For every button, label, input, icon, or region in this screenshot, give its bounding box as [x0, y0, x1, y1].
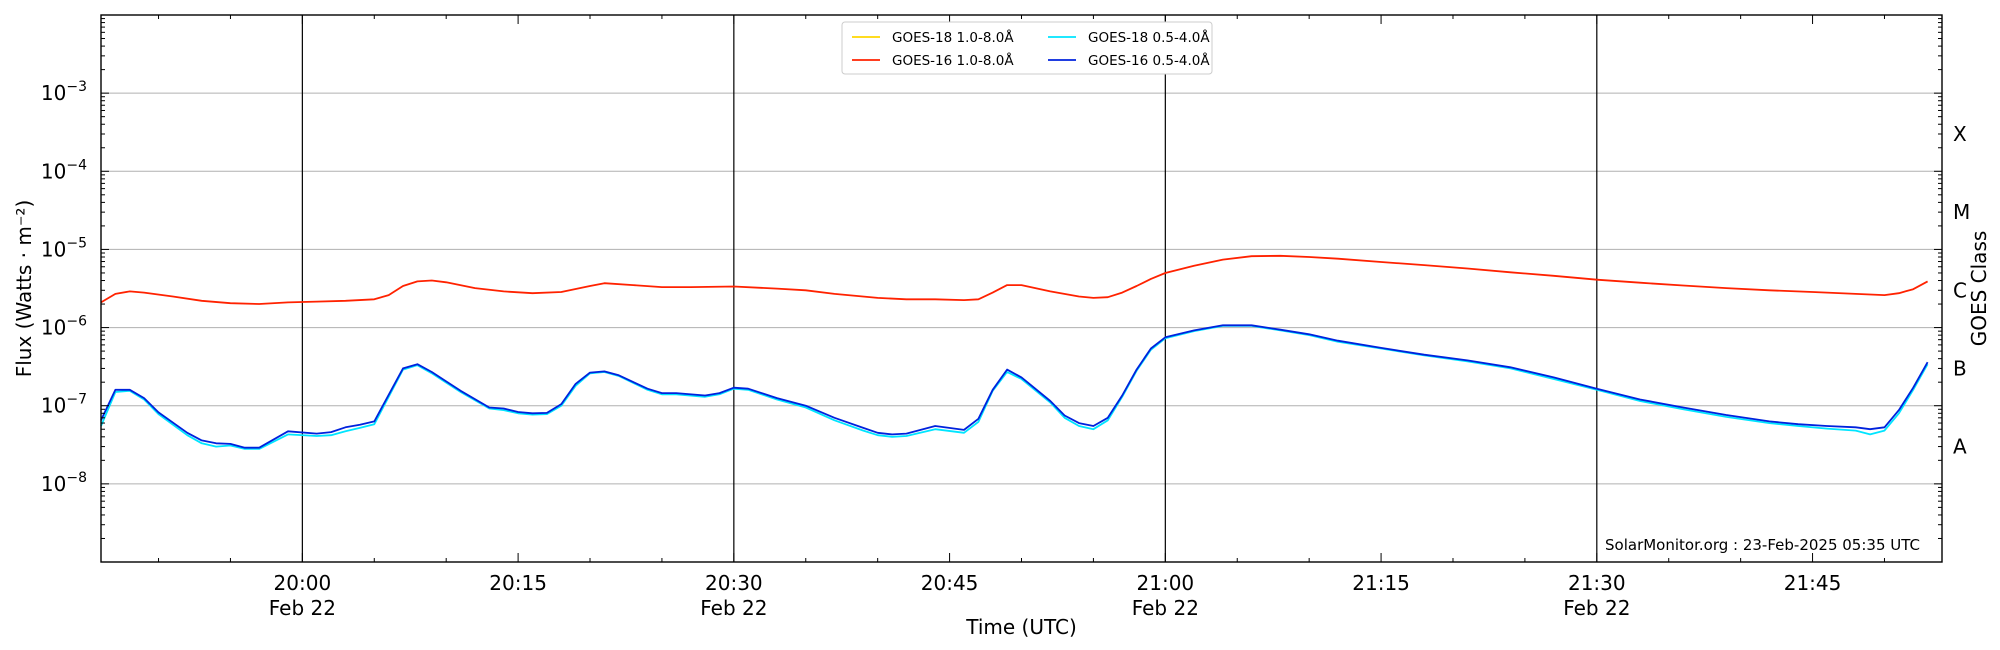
y-tick-label: 10−7 [41, 392, 87, 418]
legend: GOES-18 1.0-8.0Å GOES-18 0.5-4.0Å GOES-16 … [841, 21, 1213, 75]
x-tick-label: 21:45 [1784, 571, 1842, 595]
x-tick-label: 20:00 [274, 571, 332, 595]
y-tick-label: 10−4 [41, 157, 87, 183]
plot-frame [100, 14, 1943, 563]
series-layer [100, 254, 1929, 450]
vertical-lines-layer [301, 15, 1598, 562]
legend-entry-4: GOES-16 0.5-4.0Å [1088, 52, 1210, 69]
x-tick-date-label: Feb 22 [700, 596, 767, 620]
x-tick-date-label: Feb 22 [1132, 596, 1199, 620]
x-tick-date-label: Feb 22 [1563, 596, 1630, 620]
y-tick-label: 10−5 [41, 235, 87, 261]
goes-class-label: M [1953, 200, 1970, 224]
y-tick-label: 10−3 [41, 79, 87, 105]
legend-entry-3: GOES-18 0.5-4.0Å [1088, 29, 1210, 46]
y-tick-label: 10−6 [41, 314, 87, 340]
legend-entry-1: GOES-18 1.0-8.0Å [892, 29, 1014, 46]
credit-text: SolarMonitor.org : 23-Feb-2025 05:35 UTC [1605, 536, 1920, 554]
legend-entry-2: GOES-16 1.0-8.0Å [892, 52, 1014, 69]
x-tick-date-label: Feb 22 [269, 596, 336, 620]
series-line-4 [100, 324, 1929, 449]
series-line-2 [100, 254, 1929, 305]
y-tick-label: 10−8 [41, 470, 87, 496]
goes-class-label: A [1953, 435, 1967, 459]
x-axis-title: Time (UTC) [965, 615, 1077, 639]
x-tick-label: 21:00 [1137, 571, 1195, 595]
goes-class-label: B [1953, 356, 1967, 380]
grid-layer [101, 92, 1942, 485]
goes-class-label: C [1953, 278, 1967, 302]
x-tick-label: 20:15 [489, 571, 547, 595]
x-tick-label: 20:45 [921, 571, 979, 595]
y-axis-right-title: GOES Class [1967, 231, 1991, 347]
y-axis-title: Flux (Watts · m⁻²) [12, 200, 36, 378]
series-line-3 [100, 325, 1929, 450]
goes-class-label: X [1953, 122, 1967, 146]
x-tick-label: 21:15 [1352, 571, 1410, 595]
legend-box [841, 21, 1213, 75]
x-tick-label: 20:30 [705, 571, 763, 595]
x-tick-label: 21:30 [1568, 571, 1626, 595]
